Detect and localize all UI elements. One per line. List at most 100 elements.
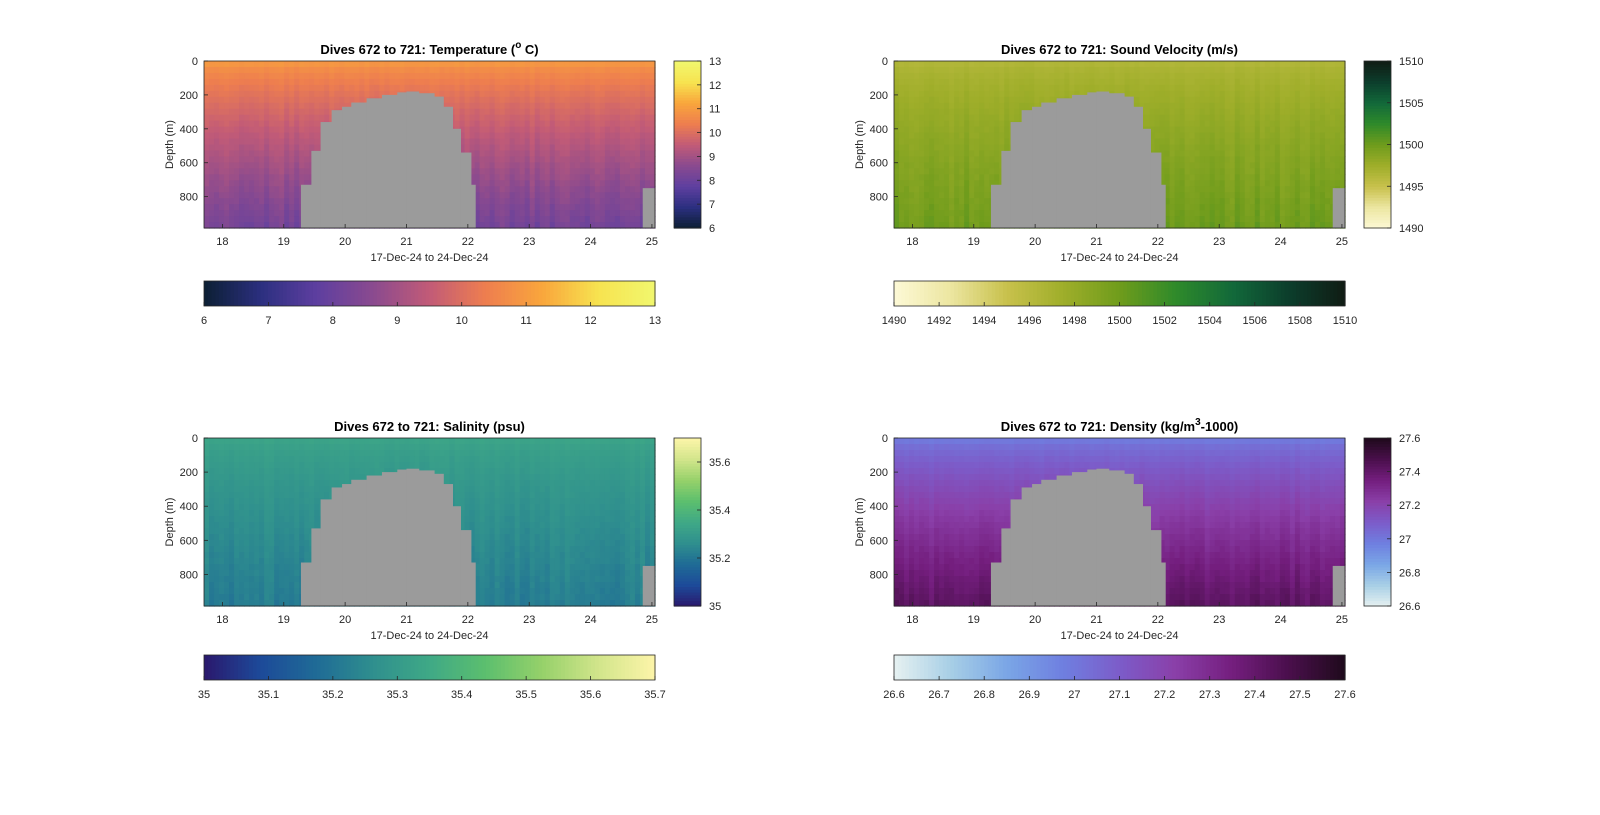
heatmap-cell bbox=[1204, 174, 1211, 181]
heatmap-cell bbox=[474, 180, 481, 187]
no-data-block bbox=[366, 98, 383, 228]
heatmap-cell bbox=[1189, 132, 1196, 140]
heatmap-cell bbox=[579, 192, 586, 199]
heatmap-cell bbox=[519, 114, 526, 122]
heatmap-cell bbox=[949, 102, 955, 110]
heatmap-cell bbox=[899, 198, 905, 205]
heatmap-cell bbox=[224, 72, 230, 80]
colorbar-swatch bbox=[384, 281, 389, 306]
heatmap-cell bbox=[1034, 78, 1040, 86]
heatmap-cell bbox=[569, 90, 576, 98]
heatmap-cell bbox=[634, 204, 641, 211]
heatmap-cell bbox=[259, 96, 265, 104]
heatmap-cell bbox=[239, 204, 245, 211]
heatmap-cell bbox=[1189, 72, 1196, 80]
heatmap-cell bbox=[1004, 108, 1010, 116]
heatmap-cell bbox=[264, 84, 270, 92]
heatmap-cell bbox=[969, 61, 975, 68]
heatmap-cell bbox=[209, 216, 215, 223]
heatmap-cell bbox=[279, 222, 285, 229]
heatmap-cell bbox=[304, 162, 310, 169]
heatmap-cell bbox=[499, 138, 506, 146]
heatmap-cell bbox=[244, 66, 250, 74]
heatmap-cell bbox=[1244, 126, 1251, 134]
heatmap-cell bbox=[954, 180, 960, 187]
heatmap-cell bbox=[1264, 120, 1271, 128]
heatmap-cell bbox=[614, 132, 621, 140]
colorbar-swatch bbox=[674, 222, 701, 226]
heatmap-cell bbox=[274, 198, 280, 205]
heatmap-cell bbox=[564, 180, 571, 187]
heatmap-cell bbox=[914, 84, 920, 92]
heatmap-cell bbox=[1019, 96, 1025, 104]
heatmap-cell bbox=[1269, 144, 1276, 152]
heatmap-cell bbox=[994, 114, 1000, 122]
heatmap-cell bbox=[529, 204, 536, 211]
heatmap-cell bbox=[999, 138, 1005, 146]
heatmap-cell bbox=[234, 78, 240, 86]
no-data-block bbox=[434, 96, 444, 228]
heatmap-cell bbox=[464, 66, 471, 74]
heatmap-cell bbox=[1249, 78, 1256, 86]
heatmap-cell bbox=[644, 174, 651, 181]
colorbar-swatch bbox=[222, 281, 228, 306]
heatmap-cell bbox=[634, 138, 641, 146]
heatmap-cell bbox=[224, 210, 230, 217]
heatmap-cell bbox=[624, 174, 631, 181]
heatmap-cell bbox=[1264, 150, 1271, 158]
heatmap-cell bbox=[1219, 108, 1226, 116]
heatmap-cell bbox=[1194, 96, 1201, 104]
heatmap-cell bbox=[524, 132, 531, 140]
heatmap-cell bbox=[584, 144, 591, 152]
heatmap-cell bbox=[459, 66, 466, 74]
heatmap-cell bbox=[604, 216, 611, 223]
heatmap-cell bbox=[209, 96, 215, 104]
heatmap-cell bbox=[984, 198, 990, 205]
heatmap-cell bbox=[919, 126, 925, 134]
heatmap-cell bbox=[1224, 210, 1231, 217]
heatmap-cell bbox=[479, 96, 486, 104]
heatmap-cell bbox=[1209, 150, 1216, 158]
heatmap-cell bbox=[1179, 192, 1186, 199]
heatmap-cell bbox=[1279, 210, 1286, 217]
heatmap-cell bbox=[574, 204, 581, 211]
heatmap-cell bbox=[969, 210, 975, 217]
heatmap-cell bbox=[274, 120, 280, 128]
heatmap-cell bbox=[304, 90, 310, 98]
heatmap-cell bbox=[1279, 216, 1286, 223]
heatmap-cell bbox=[564, 120, 571, 128]
heatmap-cell bbox=[344, 84, 350, 92]
heatmap-cell bbox=[1239, 162, 1246, 169]
heatmap-cell bbox=[644, 120, 651, 128]
heatmap-cell bbox=[314, 61, 320, 68]
heatmap-cell bbox=[624, 150, 631, 158]
heatmap-cell bbox=[359, 72, 365, 80]
heatmap-cell bbox=[234, 186, 240, 193]
heatmap-cell bbox=[909, 156, 915, 163]
colorbar-swatch bbox=[421, 281, 427, 306]
heatmap-cell bbox=[1049, 78, 1055, 86]
heatmap-cell bbox=[239, 210, 245, 217]
heatmap-cell bbox=[1234, 168, 1241, 175]
heatmap-cell bbox=[529, 168, 536, 175]
heatmap-cell bbox=[264, 222, 270, 229]
heatmap-cell bbox=[1209, 108, 1216, 116]
heatmap-cell bbox=[554, 78, 561, 86]
heatmap-cell bbox=[1179, 61, 1186, 68]
heatmap-cell bbox=[559, 102, 566, 110]
heatmap-cell bbox=[1254, 66, 1261, 74]
heatmap-cell bbox=[1204, 186, 1211, 193]
heatmap-cell bbox=[929, 66, 935, 74]
heatmap-cell bbox=[959, 192, 965, 199]
heatmap-cell bbox=[504, 192, 511, 199]
heatmap-cell bbox=[1214, 108, 1221, 116]
heatmap-cell bbox=[639, 120, 646, 128]
heatmap-cell bbox=[289, 138, 295, 146]
heatmap-cell bbox=[474, 198, 481, 205]
heatmap-cell bbox=[414, 78, 421, 86]
heatmap-cell bbox=[519, 96, 526, 104]
heatmap-cell bbox=[894, 61, 900, 68]
heatmap-cell bbox=[954, 114, 960, 122]
heatmap-cell bbox=[614, 168, 621, 175]
heatmap-cell bbox=[984, 186, 990, 193]
